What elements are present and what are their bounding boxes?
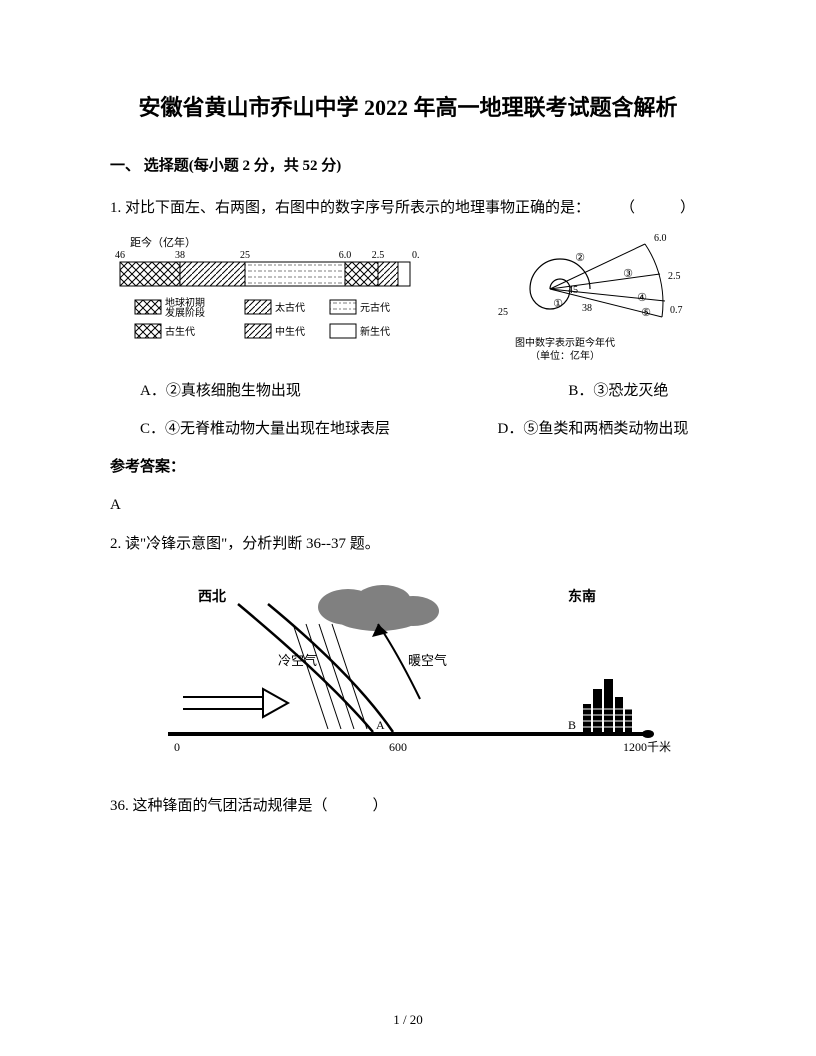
inner-38: 38	[582, 303, 592, 314]
answer-label: 参考答案：	[110, 454, 706, 480]
legend-swatch-3	[330, 300, 356, 314]
tick-25: 25	[240, 250, 250, 261]
tick-38: 38	[175, 250, 185, 261]
q1-options-cd: C．④无脊椎动物大量出现在地球表层 D．⑤鱼类和两栖类动物出现	[110, 416, 706, 442]
ground-end	[642, 730, 654, 738]
marker-1: ①	[553, 298, 563, 310]
marker-2: ②	[575, 252, 585, 264]
bar-seg-5	[378, 262, 398, 286]
q36-stem: 36. 这种锋面的气团活动规律是（ ）	[110, 793, 706, 819]
q1-left-chart: 距今（亿年） 46 38 25 6.0 2.5 0.7 地球初期 发展阶段 太古…	[110, 234, 420, 354]
left-chart-title: 距今（亿年）	[130, 235, 196, 249]
tick-600: 600	[389, 740, 407, 754]
legend-swatch-1	[135, 300, 161, 314]
spiral-cap2: （单位：亿年）	[530, 349, 600, 362]
tick-25b: 2.5	[372, 250, 385, 261]
bar-seg-6	[398, 262, 410, 286]
cold-front-diagram: 0 600 1200千米 西北 东南 冷空气 暖空气 A	[128, 569, 688, 769]
legend-4: 古生代	[165, 325, 195, 338]
legend-swatch-5	[245, 324, 271, 338]
inner-25: 25	[498, 307, 508, 318]
tick-0: 0	[174, 740, 180, 754]
nw-label: 西北	[198, 589, 226, 605]
q2-stem: 2. 读"冷锋示意图"，分析判断 36--37 题。	[110, 531, 706, 557]
cold-air-label: 冷空气	[278, 653, 317, 668]
outer-25: 2.5	[668, 271, 681, 282]
q1-optA: A．②真核细胞生物出现	[140, 383, 301, 399]
legend-6: 新生代	[360, 325, 390, 338]
q1-right-chart: ① ② ③ ④ ⑤ 6.0 2.5 0.7 25 38 45 图中数字表示距今年…	[440, 234, 690, 364]
q1-answer: A	[110, 492, 706, 518]
legend-2: 太古代	[275, 301, 305, 314]
legend-swatch-6	[330, 324, 356, 338]
outer-07: 0.7	[670, 305, 683, 316]
spiral-cap1: 图中数字表示距今年代	[515, 336, 615, 349]
inner-45: 45	[568, 285, 578, 296]
legend-3: 元古代	[360, 301, 390, 314]
legend-swatch-2	[245, 300, 271, 314]
marker-3: ③	[623, 268, 633, 280]
q1-optB: B．③恐龙灭绝	[568, 383, 668, 399]
section-header: 一、 选择题(每小题 2 分，共 52 分)	[110, 153, 706, 179]
q1-optC: C．④无脊椎动物大量出现在地球表层	[140, 421, 390, 437]
q1-options-ab: A．②真核细胞生物出现 B．③恐龙灭绝	[110, 378, 706, 404]
bar-seg-3	[245, 262, 345, 286]
marker-5: ⑤	[641, 307, 651, 319]
legend-5: 中生代	[275, 325, 305, 338]
warm-air-label: 暖空气	[408, 653, 447, 668]
se-label: 东南	[568, 588, 596, 605]
point-a: A	[376, 718, 385, 732]
page-footer: 1 / 20	[0, 1012, 816, 1028]
q1-figures: 距今（亿年） 46 38 25 6.0 2.5 0.7 地球初期 发展阶段 太古…	[110, 234, 706, 364]
legend-swatch-4	[135, 324, 161, 338]
bar-seg-2	[180, 262, 245, 286]
legend-1b: 发展阶段	[165, 306, 205, 319]
city-icon	[583, 679, 633, 734]
tick-6: 6.0	[339, 250, 352, 261]
bar-seg-1	[120, 262, 180, 286]
tick-1200: 1200千米	[623, 740, 671, 754]
outer-6: 6.0	[654, 234, 667, 244]
marker-4: ④	[637, 292, 647, 304]
cold-air-arrow	[183, 689, 288, 717]
tick-07: 0.7	[412, 250, 420, 261]
page-title: 安徽省黄山市乔山中学 2022 年高一地理联考试题含解析	[110, 90, 706, 125]
tick-46: 46	[115, 250, 125, 261]
q1-stem: 1. 对比下面左、右两图，右图中的数字序号所表示的地理事物正确的是： （ ）	[110, 195, 706, 221]
bar-seg-4	[345, 262, 378, 286]
q1-optD: D．⑤鱼类和两栖类动物出现	[498, 421, 689, 437]
point-b: B	[568, 718, 576, 732]
